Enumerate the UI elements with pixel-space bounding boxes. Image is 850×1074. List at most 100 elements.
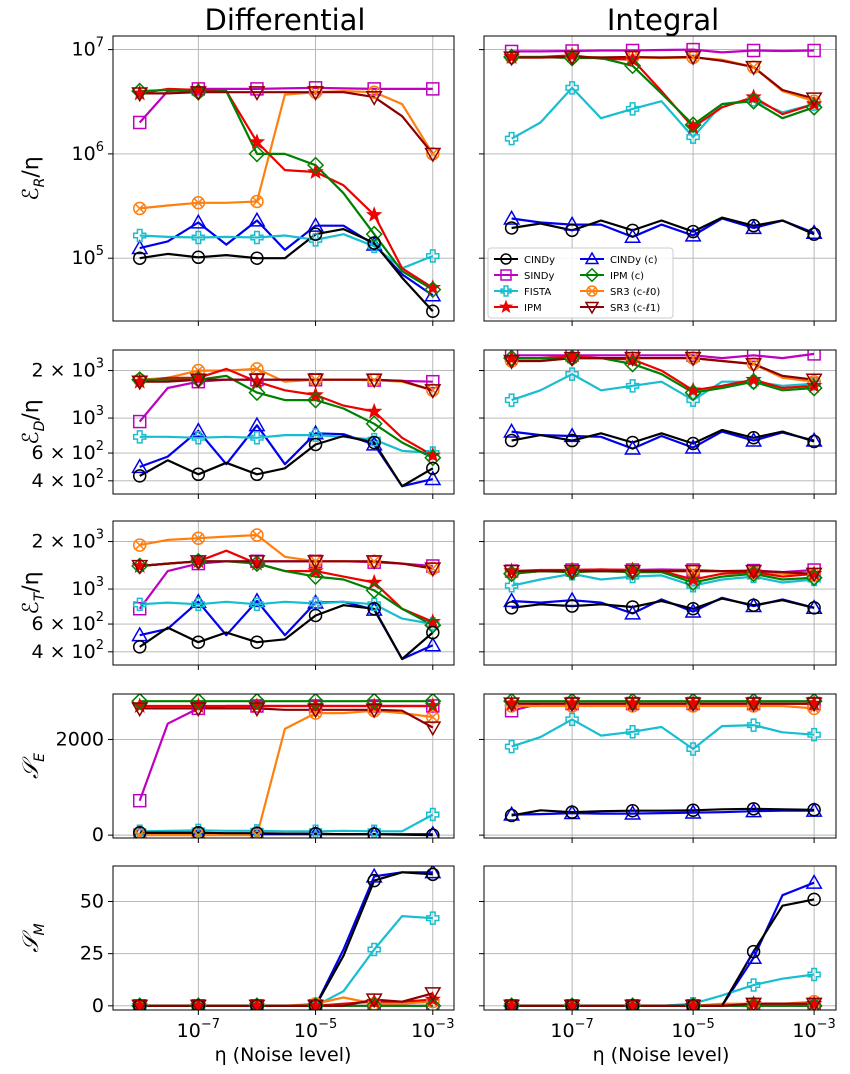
- panel-r1-c1-marker-sr3-c-l0-3-ring: [250, 194, 264, 209]
- x-axis-label-differential: η (Noise level): [215, 1044, 352, 1066]
- panel-r5-c1-marker-sr3-c-l1-6: [424, 987, 442, 1003]
- panel-r2-c2-frame: [483, 349, 837, 495]
- panel-r1-c2-marker-cindy-c-4: [684, 226, 702, 242]
- panel-r1-c1-marker-sr3-c-l1-6: [424, 147, 442, 163]
- panel-r1-c1-marker-sr3-c-l0-2-ring: [191, 196, 206, 210]
- panel-r1-c2-line-sr3-c-l1: [511, 55, 815, 100]
- panel-r3-c2-line-cindy: [511, 597, 815, 610]
- panel-r5-c1-marker-cindy-6: [426, 867, 440, 882]
- panel-r1-c1-marker-cindy-3: [250, 251, 264, 265]
- panel-r1-c1-marker-sindy-1: [132, 115, 147, 130]
- legend-item-ipm-c: IPM (c): [580, 267, 644, 283]
- panel-r3-c1-series: [131, 528, 442, 661]
- panel-r2-c1-marker-sr3-c-l1-6: [424, 384, 442, 399]
- panel-r2-c2-marker-sr3-c-l1-5: [745, 357, 763, 373]
- panel-r2-c1-marker-fista-1: [132, 430, 147, 444]
- panel-r4-c1-series: [131, 694, 442, 838]
- row-2-ylabel: ℰD/η: [19, 399, 48, 444]
- panel-r2-c2-marker-ipm-2: [563, 350, 581, 364]
- legend-item-sindy: SINDy: [494, 269, 554, 282]
- panel-r5-c1-marker-ipm-c-5: [365, 997, 383, 1010]
- panel-r5-c2-marker-sr3-c-l1-1: [503, 999, 521, 1010]
- panel-r1-c2-marker-cindy-4: [686, 224, 700, 239]
- panel-r4-c1-marker-ipm-c-3: [248, 694, 266, 710]
- panel-r2-c2-marker-fista-1: [504, 393, 519, 407]
- panel-r1-c2-marker-fista-1: [504, 131, 519, 146]
- legend-marker-sr3-c-l0-cross-b: [587, 286, 597, 296]
- panel-r3-c2-marker-sr3-c-l1-3: [624, 564, 642, 580]
- panel-r3-c1-marker-cindy-c-2: [189, 593, 207, 608]
- panel-r2-c1-marker-sr3-c-l1-4: [307, 373, 325, 389]
- legend-label-sr3-c-l1: SR3 (c-ℓ1): [610, 303, 660, 314]
- panel-r2-c1-ytick-label-1: 4 × 102: [31, 467, 104, 492]
- panel-r3-c1-ytick-label-4: 2 × 103: [31, 528, 104, 553]
- legend-item-sr3-c-l0: SR3 (c-ℓ0): [580, 285, 660, 298]
- panel-r3-c2-marker-cindy-6: [807, 601, 821, 615]
- panel-r5-c1-ytick-label-3: 50: [80, 890, 104, 912]
- legend-marker-fista: [500, 285, 512, 297]
- panel-r3-c2-marker-cindy-1: [504, 601, 519, 615]
- panel-r5-c1-line-sr3-c-l1: [139, 992, 434, 1007]
- panel-r1-c2-marker-fista-4: [686, 130, 700, 144]
- panel-r5-c2-line-cindy: [511, 898, 815, 1007]
- panel-r2-c2-marker-sr3-c-l1-3: [624, 351, 642, 367]
- panel-r2-c1-marker-fista-2: [191, 431, 206, 445]
- panel-r1-c1-line-cindy: [139, 228, 434, 313]
- legend-box: [487, 247, 674, 319]
- panel-r3-c1-marker-fista-3: [250, 597, 264, 612]
- panel-r1-c1-marker-cindy-6: [426, 304, 440, 319]
- panel-r3-c1-marker-cindy-5: [367, 602, 381, 616]
- panel-r4-c1-marker-ipm-c-1: [131, 694, 149, 710]
- panel-r3-c1-ytick-label-3: 103: [72, 575, 104, 600]
- legend-item-fista: FISTA: [494, 285, 551, 298]
- panel-r5-c2-marker-sr3-c-l1-2: [563, 999, 581, 1010]
- panel-r3-c2-marker-ipm-c-1: [503, 565, 521, 583]
- panel-r1-c1-marker-sr3-c-l1-2: [189, 86, 207, 101]
- panel-r3-c2-marker-ipm-c-6: [805, 569, 823, 587]
- legend: CINDy SINDy FISTA IPM CINDy (c) IPM (c) SR3 (c…: [487, 247, 674, 319]
- panel-r5-c1-frame: [112, 865, 455, 1011]
- panel-r2-c2-marker-cindy-c-4: [684, 438, 702, 454]
- panel-r5-c1-ytick-label-2: 25: [80, 943, 104, 965]
- panel-r5-c2-marker-sr3-c-l1-3: [624, 999, 642, 1010]
- panel-r1-c1-marker-fista-6: [426, 249, 440, 263]
- panel-r3-c1-marker-fista-5: [367, 597, 381, 612]
- panel-r4-c2-marker-cindy-6: [807, 803, 821, 817]
- panel-r1-c1-marker-ipm-4: [307, 163, 324, 180]
- panel-r2-c2-marker-ipm-5: [745, 371, 762, 387]
- panel-r1-c1-marker-fista-3: [250, 230, 264, 245]
- panel-r2-c1-marker-cindy-c-6: [424, 470, 442, 486]
- legend-marker-cindy: [500, 253, 512, 265]
- panel-r3-c1-line-cindy: [139, 604, 434, 661]
- legend-item-cindy: CINDy: [494, 253, 555, 266]
- panel-r1-c1-marker-sr3-c-l0-2-cross-b: [193, 198, 204, 208]
- panel-r1-c2-marker-ipm-c-4: [684, 116, 702, 134]
- panel-r5-c1-line-fista: [139, 914, 433, 1007]
- panel-r3-c1-line-sr3-c-l1: [139, 560, 433, 570]
- panel-r1-c2-marker-sr3-c-l1-1: [503, 51, 521, 67]
- panel-r3-c1-marker-sr3-c-l1-1: [131, 559, 149, 575]
- legend-label-ipm: IPM: [524, 303, 542, 314]
- panel-r2-c1-ytick-label-4: 2 × 103: [31, 357, 104, 382]
- panel-r2-c1-marker-cindy-c-2: [189, 422, 207, 437]
- panel-r2-c1-frame: [112, 349, 455, 495]
- panel-r2-c2-marker-cindy-5: [746, 431, 761, 445]
- panel-r5-c2-marker-cindy-5: [746, 944, 761, 959]
- panel-r5-c1-marker-cindy-5: [367, 873, 381, 888]
- panel-r2-c2-marker-cindy-c-1: [503, 422, 521, 438]
- panel-r2-c2-marker-ipm-c-4: [684, 384, 702, 402]
- panel-r2-c2-marker-sindy-6: [807, 350, 821, 361]
- panel-r3-c1-marker-ipm-6: [424, 613, 442, 629]
- panel-r4-c2-marker-cindy-2: [565, 805, 579, 819]
- panel-r5-c1-xtick-label-3: 10−3: [411, 1017, 454, 1042]
- panel-r5-c2-line-sr3-c-l1: [511, 1002, 815, 1007]
- legend-item-ipm: IPM: [494, 299, 542, 314]
- panel-r3-c1-line-cindy-c: [139, 599, 434, 661]
- panel-r3-c2-marker-cindy-5: [746, 598, 761, 612]
- panel-r1-c2-series: [503, 42, 823, 244]
- panel-r2-c2-line-ipm-c: [511, 357, 815, 394]
- panel-r5-c2-line-fista: [511, 973, 815, 1007]
- panel-r3-c1-marker-ipm-5: [365, 573, 383, 590]
- panel-r1-c2-marker-sindy-6: [807, 43, 821, 58]
- panel-r1-c2-marker-cindy-5: [746, 218, 761, 233]
